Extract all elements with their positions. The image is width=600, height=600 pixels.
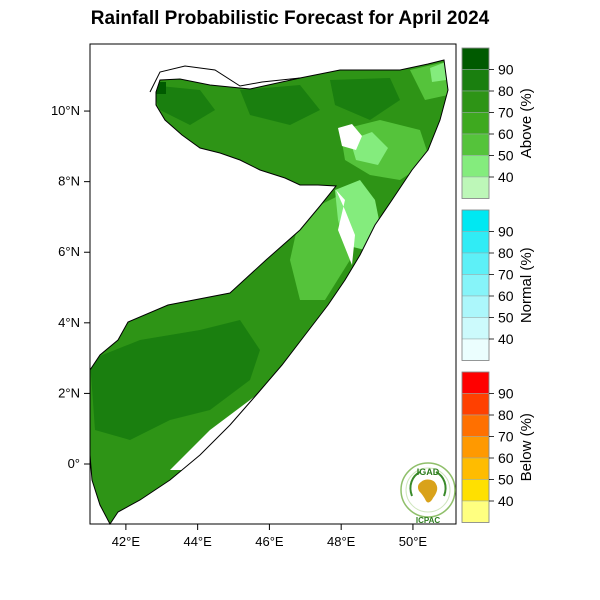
logo-text-top: IGAD (417, 467, 440, 477)
legend-swatch-0-6 (461, 176, 490, 199)
x-tick-label-0: 42°E (112, 534, 141, 549)
legend-label-1-2: 70 (498, 267, 514, 283)
field-gap-2 (170, 380, 275, 470)
legend-swatch-0-3 (461, 112, 490, 135)
y-tick-label-3: 4°N (58, 315, 80, 330)
legend-label-1-1: 80 (498, 245, 514, 261)
legend-label-1-3: 60 (498, 288, 514, 304)
legend-swatch-0-4 (461, 133, 490, 156)
y-tick-label-5: 0° (68, 456, 80, 471)
legend-swatch-2-0 (461, 371, 490, 394)
field-gap-1 (338, 124, 362, 150)
logo-text-bottom: ICPAC (416, 516, 441, 525)
legend-label-2-4: 50 (498, 472, 514, 488)
legend-frame-2 (461, 371, 490, 523)
legend-label-1-5: 40 (498, 331, 514, 347)
legend-label-0-0: 90 (498, 62, 514, 78)
legend-label-1-0: 90 (498, 224, 514, 240)
legend-title-0: Above (%) (518, 88, 535, 158)
legend-swatch-1-6 (461, 338, 490, 361)
legend-swatch-2-2 (461, 414, 490, 437)
y-tick-label-4: 2°N (58, 385, 80, 400)
laurel-left-icon (409, 471, 421, 497)
laurel-right-icon (435, 471, 447, 497)
y-tick-label-2: 6°N (58, 244, 80, 259)
legend-swatch-1-3 (461, 274, 490, 297)
legend-label-2-1: 80 (498, 407, 514, 423)
africa-icon (417, 479, 438, 503)
coastline (149, 65, 301, 93)
legend-swatch-1-5 (461, 317, 490, 340)
field-high-1 (150, 85, 215, 125)
legend-swatch-0-2 (461, 90, 490, 113)
legend-label-0-2: 70 (498, 105, 514, 121)
x-tick-label-1: 44°E (183, 534, 212, 549)
x-tick-label-2: 46°E (255, 534, 284, 549)
legend-label-0-3: 60 (498, 126, 514, 142)
legend-label-0-4: 50 (498, 148, 514, 164)
legend-swatch-1-4 (461, 295, 490, 318)
y-tick-label-1: 8°N (58, 174, 80, 189)
legend-swatch-2-4 (461, 457, 490, 480)
field-high-3 (330, 78, 400, 120)
legend-swatch-2-3 (461, 436, 490, 459)
country-boundary (89, 59, 449, 525)
legend-label-2-2: 70 (498, 429, 514, 445)
legend-title-2: Below (%) (518, 413, 535, 481)
legend-swatch-0-5 (461, 155, 490, 178)
legend-label-1-4: 50 (498, 310, 514, 326)
legend-label-2-5: 40 (498, 493, 514, 509)
legend-swatch-0-0 (461, 47, 490, 70)
y-tick-label-0: 10°N (51, 103, 80, 118)
map-title: Rainfall Probabilistic Forecast for Apri… (90, 8, 490, 29)
legend-label-2-0: 90 (498, 386, 514, 402)
field-gap-0 (336, 190, 355, 265)
legend-label-0-1: 80 (498, 83, 514, 99)
field-low-2 (430, 62, 446, 82)
x-tick-label-3: 48°E (327, 534, 356, 549)
legend-swatch-0-1 (461, 69, 490, 92)
legend-swatch-1-0 (461, 209, 490, 232)
legend-swatch-1-2 (461, 252, 490, 275)
y-axis: 10°N 8°N 6°N 4°N 2°N 0° (51, 103, 90, 471)
legend-title-1: Normal (%) (518, 247, 535, 323)
legend-swatch-2-6 (461, 500, 490, 523)
legend-swatch-1-1 (461, 231, 490, 254)
legend-label-0-5: 40 (498, 169, 514, 185)
legend-label-2-3: 60 (498, 450, 514, 466)
logo-inner-ring (405, 467, 451, 513)
legend-frame-0 (461, 47, 490, 199)
legend-frame-1 (461, 209, 490, 361)
legend-swatch-2-5 (461, 479, 490, 502)
field-high-0 (90, 320, 260, 440)
field-high-2 (240, 85, 320, 125)
x-tick-label-4: 50°E (399, 534, 428, 549)
igad-icpac-logo: IGAD ICPAC (400, 462, 456, 525)
legend-swatch-2-1 (461, 393, 490, 416)
x-axis: 42°E 44°E 46°E 48°E 50°E (112, 524, 428, 549)
